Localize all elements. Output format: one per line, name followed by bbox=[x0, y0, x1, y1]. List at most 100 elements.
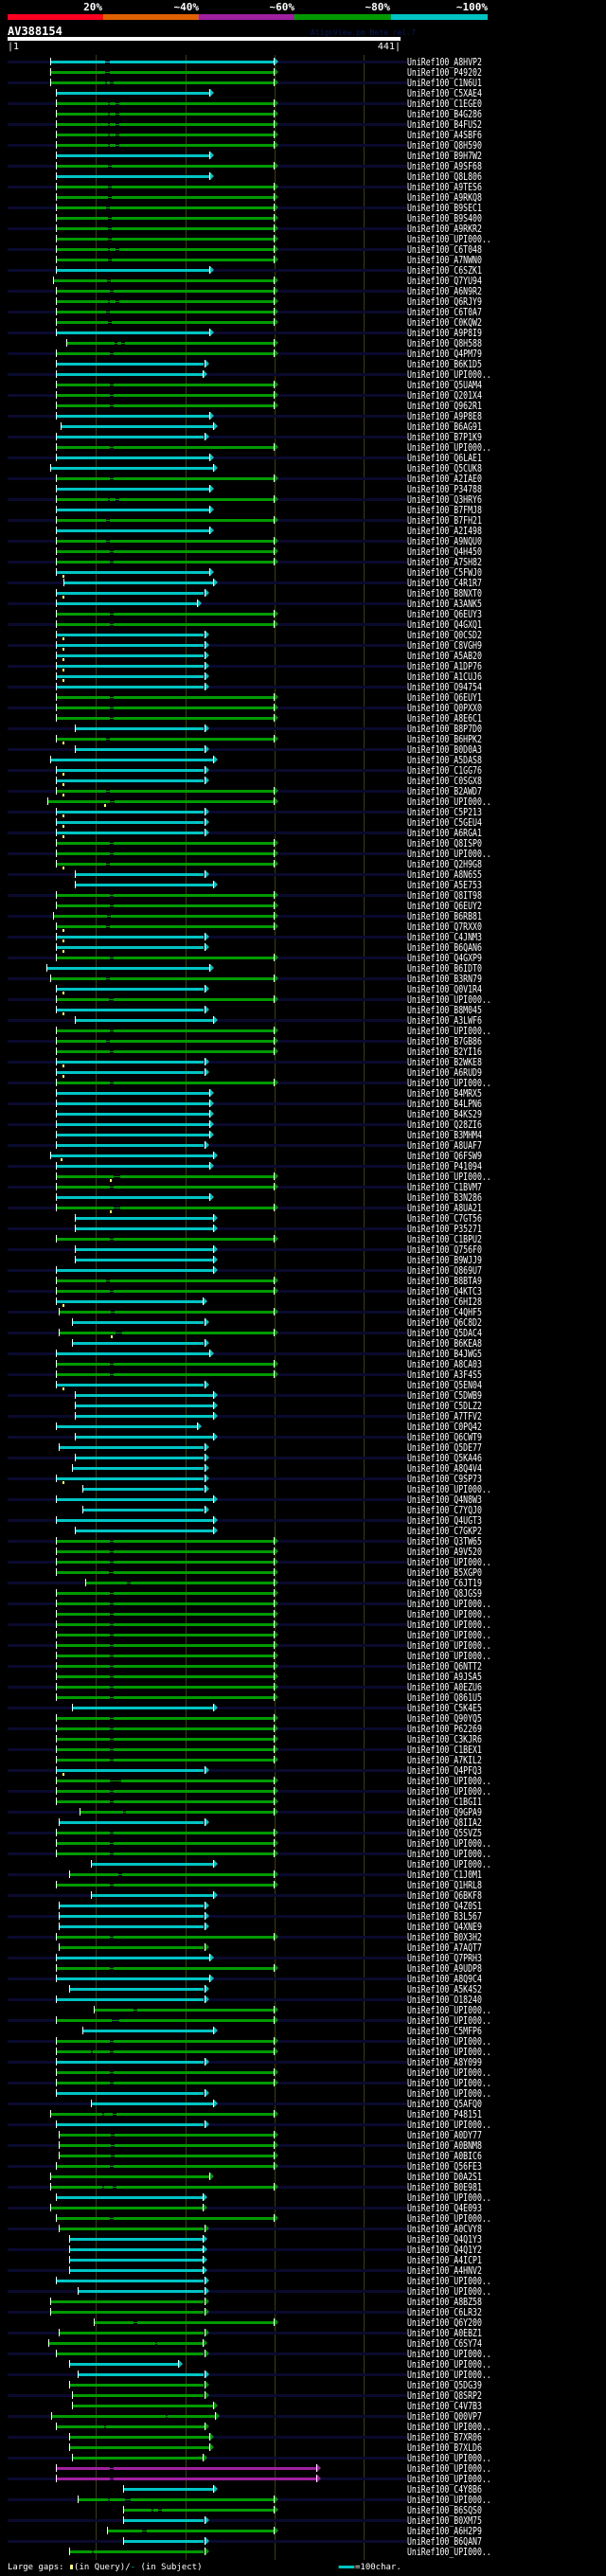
hit-label[interactable]: UniRef100_Q4H450 bbox=[407, 545, 482, 558]
hit-label[interactable]: UniRef100_UPI000.. bbox=[407, 2451, 491, 2464]
hit-label[interactable]: UniRef100_Q4Z0S1 bbox=[407, 1899, 482, 1912]
hit-label[interactable]: UniRef100_Q1HRL8 bbox=[407, 1878, 482, 1891]
hit-label[interactable]: UniRef100_Q4GXQ1 bbox=[407, 617, 482, 631]
hit-label[interactable]: UniRef100_C4V7B3 bbox=[407, 2399, 482, 2412]
hit-label[interactable]: UniRef100_Q5KA46 bbox=[407, 1451, 482, 1464]
hit-label[interactable]: UniRef100_UPI000.. bbox=[407, 2066, 491, 2079]
hit-label[interactable]: UniRef100_A8Y099 bbox=[407, 2055, 482, 2068]
hit-label[interactable]: UniRef100_A4ICP1 bbox=[407, 2253, 482, 2266]
hit-label[interactable]: UniRef100_UPI000.. bbox=[407, 2368, 491, 2381]
hit-label[interactable]: UniRef100_C0SGX8 bbox=[407, 774, 482, 787]
hit-label[interactable]: UniRef100_C6T0A7 bbox=[407, 305, 482, 318]
hit-label[interactable]: UniRef100_P62269 bbox=[407, 1722, 482, 1735]
hit-label[interactable]: UniRef100_B4MRX5 bbox=[407, 1086, 482, 1100]
hit-label[interactable]: UniRef100_B6QAN6 bbox=[407, 940, 482, 954]
hit-label[interactable]: UniRef100_B8M045 bbox=[407, 1003, 482, 1016]
hit-label[interactable]: UniRef100_UPI000.. bbox=[407, 2545, 491, 2558]
hit-label[interactable]: UniRef100_Q6C8D2 bbox=[407, 1315, 482, 1329]
hit-label[interactable]: UniRef100_Q3HRY6 bbox=[407, 492, 482, 506]
hit-label[interactable]: UniRef100_B7XR06 bbox=[407, 2430, 482, 2443]
hit-label[interactable]: UniRef100_Q4E093 bbox=[407, 2201, 482, 2214]
hit-label[interactable]: UniRef100_B6K1D5 bbox=[407, 357, 482, 370]
hit-label[interactable]: UniRef100_UPI000.. bbox=[407, 1482, 491, 1495]
hit-label[interactable]: UniRef100_UPI000.. bbox=[407, 2461, 491, 2475]
hit-label[interactable]: UniRef100_A9JSA5 bbox=[407, 1670, 482, 1683]
hit-label[interactable]: UniRef100_A8N6S5 bbox=[407, 868, 482, 881]
hit-label[interactable]: UniRef100_C7YQJ0 bbox=[407, 1503, 482, 1516]
hit-label[interactable]: UniRef100_C1BVM7 bbox=[407, 1180, 482, 1193]
hit-label[interactable]: UniRef100_A8CA03 bbox=[407, 1357, 482, 1370]
hit-label[interactable]: UniRef100_B0E981 bbox=[407, 2180, 482, 2193]
hit-label[interactable]: UniRef100_P35271 bbox=[407, 1222, 482, 1235]
hit-label[interactable]: UniRef100_C5FWJ0 bbox=[407, 565, 482, 579]
hit-label[interactable]: UniRef100_UPI000.. bbox=[407, 1607, 491, 1620]
hit-label[interactable]: UniRef100_C4Y8B6 bbox=[407, 2482, 482, 2496]
hit-label[interactable]: UniRef100_Q90YQ5 bbox=[407, 1711, 482, 1725]
hit-label[interactable]: UniRef100_Q8IIA2 bbox=[407, 1816, 482, 1829]
hit-label[interactable]: UniRef100_Q5UAM4 bbox=[407, 378, 482, 391]
hit-label[interactable]: UniRef100_UPI000.. bbox=[407, 1618, 491, 1631]
hit-label[interactable]: UniRef100_A1DP76 bbox=[407, 659, 482, 672]
hit-label[interactable]: UniRef100_Q4PM79 bbox=[407, 347, 482, 360]
hit-label[interactable]: UniRef100_Q6EUY3 bbox=[407, 607, 482, 620]
hit-label[interactable]: UniRef100_B9H7W2 bbox=[407, 149, 482, 162]
hit-label[interactable]: UniRef100_A7AQT7 bbox=[407, 1941, 482, 1954]
hit-label[interactable]: UniRef100_A8BZ58 bbox=[407, 2295, 482, 2308]
hit-label[interactable]: UniRef100_C4JNM3 bbox=[407, 930, 482, 943]
hit-label[interactable]: UniRef100_Q6Y200 bbox=[407, 2316, 482, 2329]
hit-label[interactable]: UniRef100_Q7RXX0 bbox=[407, 920, 482, 933]
hit-label[interactable]: UniRef100_UPI000.. bbox=[407, 2493, 491, 2506]
hit-label[interactable]: UniRef100_C7GT56 bbox=[407, 1211, 482, 1225]
hit-label[interactable]: UniRef100_A7KIL2 bbox=[407, 1753, 482, 1766]
hit-label[interactable]: UniRef100_P49202 bbox=[407, 65, 482, 79]
hit-label[interactable]: UniRef100_C5XAE4 bbox=[407, 86, 482, 99]
hit-label[interactable]: UniRef100_A0DY77 bbox=[407, 2128, 482, 2141]
hit-label[interactable]: UniRef100_Q8ISP0 bbox=[407, 836, 482, 850]
hit-label[interactable]: UniRef100_A5AB20 bbox=[407, 649, 482, 662]
hit-label[interactable]: UniRef100_A8UA21 bbox=[407, 1201, 482, 1214]
hit-label[interactable]: UniRef100_Q7YU94 bbox=[407, 274, 482, 287]
hit-label[interactable]: UniRef100_C4QHF5 bbox=[407, 1305, 482, 1318]
hit-label[interactable]: UniRef100_D0A2S1 bbox=[407, 2170, 482, 2183]
hit-label[interactable]: UniRef100_A7NWN0 bbox=[407, 253, 482, 266]
hit-label[interactable]: UniRef100_B4G286 bbox=[407, 107, 482, 120]
hit-label[interactable]: UniRef100_Q962R1 bbox=[407, 399, 482, 412]
hit-label[interactable]: UniRef100_Q8L806 bbox=[407, 170, 482, 183]
hit-label[interactable]: UniRef100_C1N6U1 bbox=[407, 76, 482, 89]
hit-label[interactable]: UniRef100_A0BIC6 bbox=[407, 2149, 482, 2162]
hit-label[interactable]: UniRef100_B8BTA9 bbox=[407, 1274, 482, 1287]
hit-label[interactable]: UniRef100_C6SZK1 bbox=[407, 263, 482, 277]
hit-label[interactable]: UniRef100_Q6EUY2 bbox=[407, 899, 482, 912]
hit-label[interactable]: UniRef100_A6H2P9 bbox=[407, 2524, 482, 2537]
hit-label[interactable]: UniRef100_Q00VP7 bbox=[407, 2409, 482, 2423]
hit-label[interactable]: UniRef100_UPI000.. bbox=[407, 1628, 491, 1641]
hit-label[interactable]: UniRef100_UPI000.. bbox=[407, 2357, 491, 2370]
hit-label[interactable]: UniRef100_UPI000.. bbox=[407, 2472, 491, 2485]
hit-label[interactable]: UniRef100_UPI000.. bbox=[407, 1836, 491, 1850]
hit-label[interactable]: UniRef100_Q8SRP2 bbox=[407, 2388, 482, 2402]
hit-label[interactable]: UniRef100_B3RN79 bbox=[407, 972, 482, 985]
hit-label[interactable]: UniRef100_A4HNV2 bbox=[407, 2263, 482, 2277]
hit-label[interactable]: UniRef100_A2I498 bbox=[407, 524, 482, 537]
hit-label[interactable]: UniRef100_Q4KTC3 bbox=[407, 1284, 482, 1297]
hit-label[interactable]: UniRef100_C5GEU4 bbox=[407, 815, 482, 829]
hit-label[interactable]: UniRef100_C5MFP6 bbox=[407, 2024, 482, 2037]
hit-label[interactable]: UniRef100_Q3TW65 bbox=[407, 1534, 482, 1547]
hit-label[interactable]: UniRef100_UPI000.. bbox=[407, 1555, 491, 1568]
hit-label[interactable]: UniRef100_O18240 bbox=[407, 1993, 482, 2006]
hit-label[interactable]: UniRef100_B6QAN7 bbox=[407, 2534, 482, 2548]
hit-label[interactable]: UniRef100_B2YI16 bbox=[407, 1045, 482, 1058]
hit-label[interactable]: UniRef100_Q4GXP9 bbox=[407, 951, 482, 964]
hit-label[interactable]: UniRef100_A5DAS8 bbox=[407, 753, 482, 766]
hit-label[interactable]: UniRef100_Q4UGT3 bbox=[407, 1513, 482, 1527]
hit-label[interactable]: UniRef100_B3MHM4 bbox=[407, 1128, 482, 1141]
hit-label[interactable]: UniRef100_B2AWD7 bbox=[407, 784, 482, 797]
hit-label[interactable]: UniRef100_C3KJR6 bbox=[407, 1732, 482, 1745]
hit-label[interactable]: UniRef100_B6KEA8 bbox=[407, 1336, 482, 1350]
hit-label[interactable]: UniRef100_UPI000.. bbox=[407, 2086, 491, 2100]
hit-label[interactable]: UniRef100_Q5DAC4 bbox=[407, 1326, 482, 1339]
hit-label[interactable]: UniRef100_B6IDT0 bbox=[407, 961, 482, 975]
hit-label[interactable]: UniRef100_A8HVP2 bbox=[407, 55, 482, 68]
hit-label[interactable]: UniRef100_B9S400 bbox=[407, 211, 482, 224]
hit-label[interactable]: UniRef100_UPI000.. bbox=[407, 1774, 491, 1787]
